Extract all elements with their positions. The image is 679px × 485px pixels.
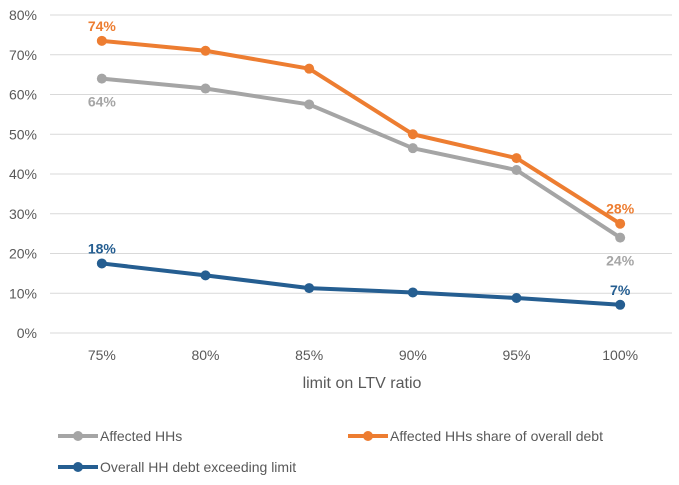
x-tick-label: 85% — [295, 347, 323, 363]
x-tick-label: 80% — [191, 347, 219, 363]
x-tick-label: 100% — [602, 347, 638, 363]
data-point — [304, 63, 315, 74]
y-tick-label: 80% — [9, 7, 37, 23]
y-tick-label: 50% — [9, 126, 37, 142]
series-line — [99, 76, 623, 240]
series-0 — [96, 73, 626, 243]
y-tick-label: 40% — [9, 166, 37, 182]
legend-marker — [363, 431, 373, 441]
x-axis-ticks: 75% 80% 85% 90% 95% 100% — [88, 347, 638, 363]
data-point — [96, 35, 107, 46]
legend-marker — [73, 462, 83, 472]
data-point — [511, 165, 522, 176]
legend-item: Affected HHs — [58, 428, 182, 444]
data-point — [96, 73, 107, 84]
legend-marker — [73, 431, 83, 441]
data-label: 28% — [606, 201, 635, 217]
data-point — [304, 283, 315, 294]
data-label: 18% — [88, 240, 117, 256]
legend-label: Overall HH debt exceeding limit — [100, 459, 296, 475]
y-tick-label: 0% — [17, 325, 37, 341]
data-point — [615, 218, 626, 229]
y-axis-ticks: 0% 10% 20% 30% 40% 50% 60% 70% 80% — [9, 7, 37, 341]
data-point — [407, 143, 418, 154]
y-tick-label: 10% — [9, 285, 37, 301]
data-point — [96, 258, 107, 269]
x-tick-label: 95% — [502, 347, 530, 363]
legend-item: Overall HH debt exceeding limit — [58, 459, 296, 475]
data-point — [200, 45, 211, 56]
y-tick-label: 30% — [9, 206, 37, 222]
data-label: 7% — [610, 282, 631, 298]
gridlines — [50, 14, 672, 334]
legend-label: Affected HHs share of overall debt — [390, 428, 603, 444]
data-label: 24% — [606, 253, 635, 269]
legend-item: Affected HHs share of overall debt — [348, 428, 603, 444]
series-1 — [96, 35, 626, 229]
y-tick-label: 60% — [9, 87, 37, 103]
data-point — [407, 287, 418, 298]
series-line — [99, 261, 623, 307]
data-label: 64% — [88, 94, 117, 110]
x-tick-label: 90% — [399, 347, 427, 363]
series — [96, 35, 626, 310]
x-axis-title: limit on LTV ratio — [303, 375, 422, 392]
data-point — [200, 270, 211, 281]
data-point — [304, 99, 315, 110]
data-label: 74% — [88, 18, 117, 34]
data-point — [511, 293, 522, 304]
data-labels: 64% 24% 74% 28% 18% 7% — [88, 18, 635, 298]
legend-label: Affected HHs — [100, 428, 182, 444]
legend: Affected HHs Affected HHs share of overal… — [58, 428, 603, 475]
data-point — [200, 83, 211, 94]
x-tick-label: 75% — [88, 347, 116, 363]
y-tick-label: 20% — [9, 246, 37, 262]
series-2 — [96, 258, 626, 310]
data-point — [511, 153, 522, 164]
data-point — [615, 232, 626, 243]
data-point — [407, 129, 418, 140]
y-tick-label: 70% — [9, 47, 37, 63]
series-line — [99, 38, 623, 226]
data-point — [615, 299, 626, 310]
